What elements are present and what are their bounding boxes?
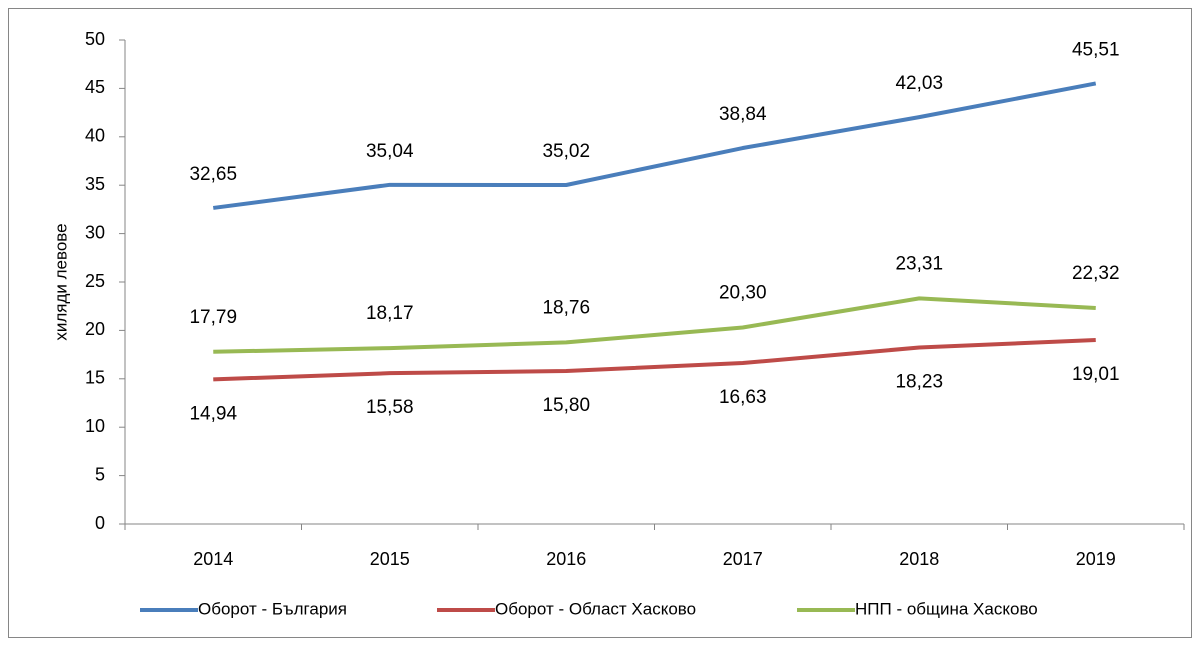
data-label: 45,51 xyxy=(1072,39,1120,60)
data-label: 35,02 xyxy=(542,141,590,162)
y-tick-label: 50 xyxy=(85,29,105,49)
x-tick-label: 2019 xyxy=(1076,549,1116,569)
y-tick-label: 30 xyxy=(85,222,105,242)
data-label: 17,79 xyxy=(189,307,237,328)
x-tick-label: 2015 xyxy=(370,549,410,569)
data-label: 15,80 xyxy=(542,395,590,416)
data-label: 42,03 xyxy=(895,73,943,94)
data-label: 18,76 xyxy=(542,297,590,318)
data-label: 23,31 xyxy=(895,253,943,274)
y-tick-label: 45 xyxy=(85,77,105,97)
legend-label: Оборот - Област Хасково xyxy=(495,599,696,618)
x-tick-label: 2016 xyxy=(546,549,586,569)
data-label: 35,04 xyxy=(366,141,414,162)
series-line xyxy=(213,337,1096,382)
y-tick-label: 35 xyxy=(85,174,105,194)
y-tick-label: 25 xyxy=(85,271,105,291)
y-tick-label: 15 xyxy=(85,368,105,388)
data-label: 20,30 xyxy=(719,283,767,304)
legend-label: НПП - община Хасково xyxy=(855,599,1038,618)
y-tick-label: 0 xyxy=(95,513,105,533)
x-tick-label: 2014 xyxy=(193,549,233,569)
y-axis-label: хиляди левове xyxy=(51,223,70,340)
x-tick-label: 2017 xyxy=(723,549,763,569)
y-tick-label: 20 xyxy=(85,319,105,339)
y-tick-label: 10 xyxy=(85,416,105,436)
data-label: 18,17 xyxy=(366,303,414,324)
data-label: 38,84 xyxy=(719,104,767,125)
x-tick-label: 2018 xyxy=(899,549,939,569)
data-label: 14,94 xyxy=(189,403,237,424)
data-label: 22,32 xyxy=(1072,263,1120,284)
y-tick-label: 5 xyxy=(95,464,105,484)
series-line xyxy=(212,81,1097,210)
chart-frame xyxy=(8,8,1192,638)
legend-label: Оборот - България xyxy=(198,599,347,618)
data-label: 16,63 xyxy=(719,387,767,408)
data-label: 18,23 xyxy=(895,372,943,393)
data-label: 32,65 xyxy=(189,164,237,185)
data-label: 19,01 xyxy=(1072,364,1120,385)
y-tick-label: 40 xyxy=(85,126,105,146)
data-label: 15,58 xyxy=(366,397,414,418)
series-line xyxy=(213,296,1096,354)
